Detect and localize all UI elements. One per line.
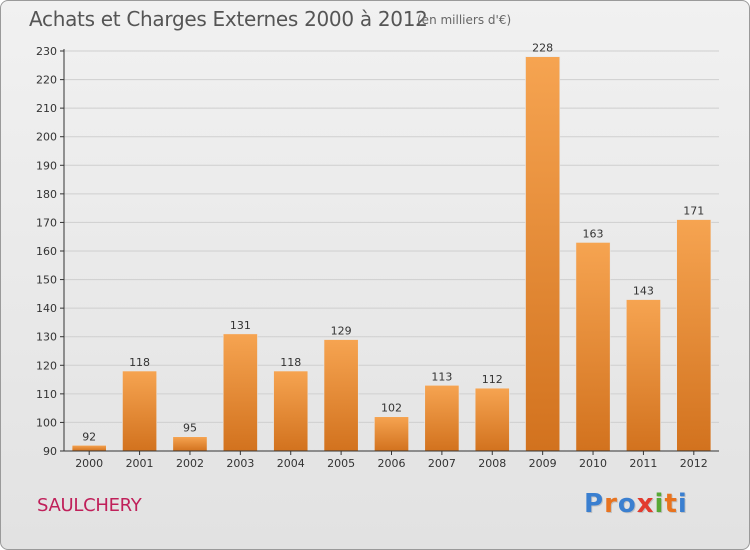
data-label: 118 [129,356,150,369]
labels: 92 118 95 131 118 129 102 113 112 228 163 143 171 [82,42,704,444]
y-tick-label: 130 [36,331,57,344]
proxiti-logo: Proxiti [584,489,688,519]
y-tick-label: 160 [36,245,57,258]
logo-letter: i [654,489,665,519]
y-tick-label: 190 [36,159,57,172]
bar [474,387,510,452]
y-tick-label: 140 [36,302,57,315]
y-tick-label: 150 [36,274,57,287]
x-tick-label: 2005 [327,457,355,470]
data-label: 112 [482,373,503,386]
data-label: 171 [683,205,704,218]
y-tick-label: 100 [36,416,57,429]
y-tick-label: 180 [36,188,57,201]
x-tick-label: 2011 [629,457,657,470]
y-tick-label: 120 [36,359,57,372]
x-tick-label: 2008 [478,457,506,470]
logo-letter: t [664,489,678,519]
bar [625,299,661,452]
x-tick-label: 2012 [680,457,708,470]
data-label: 163 [583,227,604,240]
axes: 9010011012013014015016017018019020021022… [36,45,719,470]
bar [525,56,561,452]
bar [122,370,158,452]
data-label: 92 [82,430,96,443]
x-tick-label: 2002 [176,457,204,470]
y-tick-label: 90 [43,445,57,458]
bar [575,242,611,452]
x-tick-label: 2010 [579,457,607,470]
bars [71,56,712,452]
x-tick-label: 2004 [277,457,305,470]
data-label: 118 [280,356,301,369]
y-tick-label: 210 [36,102,57,115]
x-tick-label: 2001 [126,457,154,470]
x-tick-label: 2009 [529,457,557,470]
gridlines [64,50,719,452]
y-tick-label: 200 [36,131,57,144]
bar [676,219,712,452]
y-tick-label: 220 [36,74,57,87]
logo-letter: P [584,489,605,519]
y-tick-label: 230 [36,45,57,58]
bar [323,339,359,452]
data-label: 131 [230,319,251,332]
chart-title: Achats et Charges Externes 2000 à 2012 [29,7,428,31]
y-tick-label: 170 [36,216,57,229]
data-label: 228 [532,42,553,55]
logo-letter: x [636,489,655,519]
bar [424,384,460,452]
bar [172,436,208,452]
bar [374,416,409,452]
commune-name: SAULCHERY [37,495,142,516]
y-tick-label: 110 [36,388,57,401]
data-label: 95 [183,422,197,435]
bar [71,444,107,452]
x-tick-label: 2003 [226,457,254,470]
chart-subtitle: (en milliers d'€) [417,13,512,27]
x-tick-label: 2000 [75,457,103,470]
data-label: 113 [431,370,452,383]
data-label: 129 [331,325,352,338]
data-label: 102 [381,402,402,415]
logo-letter: o [617,489,637,519]
logo-letter: r [604,489,618,519]
x-tick-label: 2006 [378,457,406,470]
logo-letter: i [677,489,688,519]
x-tick-label: 2007 [428,457,456,470]
bar [273,370,309,452]
bar [222,333,258,452]
data-label: 143 [633,285,654,298]
